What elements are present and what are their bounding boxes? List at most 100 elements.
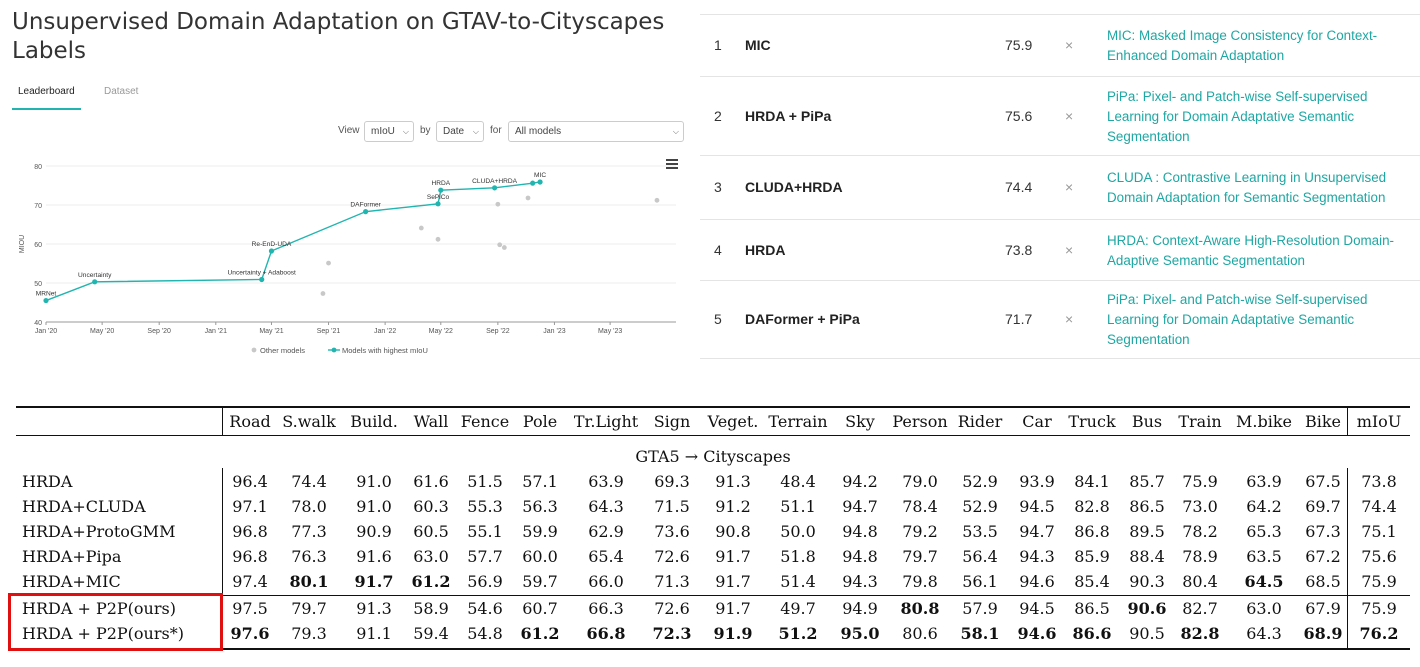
x-tick-label: Jan '21 bbox=[205, 328, 227, 335]
tab-dataset[interactable]: Dataset bbox=[104, 86, 139, 97]
table-cell: 91.7 bbox=[715, 599, 751, 618]
column-header: M.bike bbox=[1236, 412, 1292, 431]
view-select[interactable]: mIoU ⌵ bbox=[364, 121, 414, 142]
leaderboard-row: 4 HRDA 73.8 × HRDA: Context-Aware High-Resol… bbox=[700, 220, 1420, 281]
table-cell: 97.6 bbox=[230, 624, 270, 643]
table-cell: 97.5 bbox=[232, 599, 268, 618]
table-cell: 49.7 bbox=[780, 599, 816, 618]
paper-link[interactable]: CLUDA : Contrastive Learning in Unsuperv… bbox=[1107, 170, 1387, 205]
table-cell: 79.8 bbox=[902, 572, 938, 591]
y-tick-label: 40 bbox=[34, 320, 42, 327]
table-rule bbox=[16, 595, 1410, 596]
table-cell: 79.2 bbox=[902, 522, 938, 541]
column-header: Sign bbox=[653, 412, 691, 431]
point-label: HRDA bbox=[431, 180, 450, 187]
paper-link[interactable]: MIC: Masked Image Consistency for Contex… bbox=[1107, 28, 1378, 63]
remove-icon[interactable]: × bbox=[1065, 241, 1074, 258]
x-tick-label: Sep '20 bbox=[147, 328, 171, 335]
table-cell: 86.5 bbox=[1074, 599, 1110, 618]
table-cell: 64.2 bbox=[1246, 497, 1282, 516]
x-tick-label: May '23 bbox=[598, 328, 622, 335]
table-cell: 78.0 bbox=[291, 497, 327, 516]
by-select-value: Date bbox=[443, 126, 465, 137]
table-cell: 91.7 bbox=[354, 572, 394, 591]
table-cell: 57.9 bbox=[962, 599, 998, 618]
best-model-point bbox=[438, 187, 444, 193]
table-cell: 56.9 bbox=[467, 572, 503, 591]
for-label: for bbox=[490, 125, 502, 136]
chevron-down-icon: ⌵ bbox=[472, 127, 479, 136]
other-model-point bbox=[435, 236, 441, 242]
table-cell: 90.3 bbox=[1129, 572, 1165, 591]
highlight-box bbox=[8, 593, 223, 651]
table-cell: 91.6 bbox=[356, 547, 392, 566]
column-header: Sky bbox=[845, 412, 875, 431]
best-model-point bbox=[530, 180, 536, 186]
for-select[interactable]: All models ⌵ bbox=[508, 121, 684, 142]
point-label: SePiCo bbox=[427, 194, 450, 201]
legend-best-label: Models with highest mIoU bbox=[342, 346, 428, 355]
table-cell: 96.4 bbox=[232, 472, 268, 491]
column-header: Pole bbox=[522, 412, 558, 431]
table-cell: 91.1 bbox=[356, 624, 392, 643]
table-cell: 78.4 bbox=[902, 497, 938, 516]
remove-icon[interactable]: × bbox=[1065, 311, 1074, 327]
table-cell: 88.4 bbox=[1129, 547, 1165, 566]
remove-icon[interactable]: × bbox=[1065, 37, 1074, 53]
table-cell: 73.8 bbox=[1361, 472, 1397, 491]
by-select[interactable]: Date ⌵ bbox=[436, 121, 484, 142]
table-cell: 66.3 bbox=[588, 599, 624, 618]
table-cell: 53.5 bbox=[962, 522, 998, 541]
table-cell: 56.4 bbox=[962, 547, 998, 566]
table-cell: 57.1 bbox=[522, 472, 558, 491]
chevron-down-icon: ⌵ bbox=[672, 127, 679, 136]
model-name: CLUDA+HRDA bbox=[745, 179, 843, 195]
table-cell: 94.8 bbox=[842, 522, 878, 541]
point-label: DAFormer bbox=[350, 202, 381, 209]
column-header: Truck bbox=[1068, 412, 1116, 431]
remove-icon[interactable]: × bbox=[1065, 107, 1074, 124]
table-cell: 48.4 bbox=[780, 472, 816, 491]
table-cell: 86.5 bbox=[1129, 497, 1165, 516]
table-cell: 63.9 bbox=[588, 472, 624, 491]
y-tick-label: 80 bbox=[34, 164, 42, 171]
other-model-point bbox=[654, 197, 660, 203]
table-cell: 80.1 bbox=[289, 572, 329, 591]
table-cell: 90.9 bbox=[356, 522, 392, 541]
table-cell: 65.3 bbox=[1246, 522, 1282, 541]
table-cell: 80.8 bbox=[900, 599, 940, 618]
row-name: HRDA + P2P(ours) bbox=[22, 599, 176, 618]
table-cell: 51.1 bbox=[780, 497, 816, 516]
table-cell: 79.7 bbox=[902, 547, 938, 566]
column-header: Road bbox=[229, 412, 271, 431]
column-header: Bike bbox=[1304, 412, 1342, 431]
table-cell: 76.2 bbox=[1359, 624, 1399, 643]
paper-link[interactable]: PiPa: Pixel- and Patch-wise Self-supervi… bbox=[1107, 292, 1368, 347]
chart-filter-bar: View mIoU ⌵ by Date ⌵ for All models ⌵ bbox=[330, 121, 686, 143]
leaderboard-row: 5 DAFormer + PiPa 71.7 × PiPa: Pixel- and Pa… bbox=[700, 281, 1420, 359]
leaderboard-row: 1 MIC 75.9 × MIC: Masked Image Consistency f… bbox=[700, 15, 1420, 77]
remove-icon[interactable]: × bbox=[1065, 179, 1074, 195]
chart-menu-icon[interactable] bbox=[666, 159, 678, 171]
column-header: Rider bbox=[957, 412, 1003, 431]
table-cell: 67.3 bbox=[1305, 522, 1341, 541]
table-cell: 56.1 bbox=[962, 572, 998, 591]
table-cell: 93.9 bbox=[1019, 472, 1055, 491]
best-model-point bbox=[435, 201, 441, 207]
paper-link[interactable]: HRDA: Context-Aware High-Resolution Doma… bbox=[1107, 232, 1395, 268]
paper-link[interactable]: PiPa: Pixel- and Patch-wise Self-supervi… bbox=[1107, 88, 1368, 144]
table-vline bbox=[1347, 468, 1348, 650]
best-model-point bbox=[43, 297, 49, 304]
tab-leaderboard[interactable]: Leaderboard bbox=[12, 84, 81, 110]
table-cell: 63.0 bbox=[413, 547, 449, 566]
tab-bar: Leaderboard Dataset bbox=[12, 84, 684, 110]
best-model-point bbox=[537, 179, 543, 185]
table-cell: 82.8 bbox=[1180, 624, 1220, 643]
table-cell: 71.5 bbox=[654, 497, 690, 516]
table-cell: 91.7 bbox=[715, 547, 751, 566]
table-cell: 68.9 bbox=[1303, 624, 1343, 643]
row-name: HRDA+Pipa bbox=[22, 547, 122, 566]
table-cell: 66.0 bbox=[588, 572, 624, 591]
table-cell: 91.2 bbox=[715, 497, 751, 516]
table-cell: 94.3 bbox=[1019, 547, 1055, 566]
